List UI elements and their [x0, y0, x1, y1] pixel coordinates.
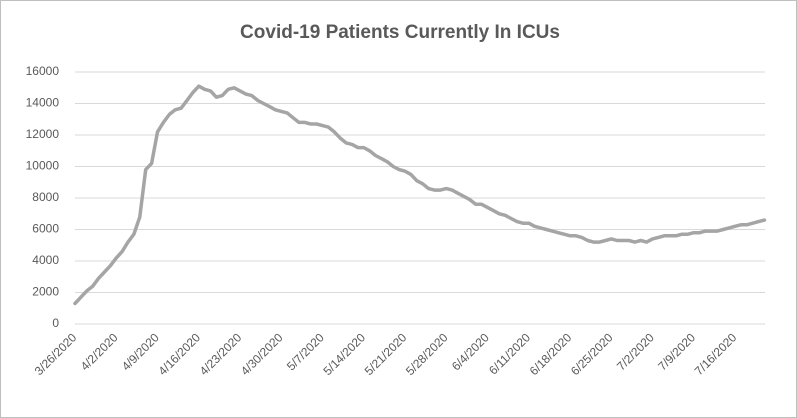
y-tick-label: 14000 — [26, 96, 60, 110]
y-tick-label: 8000 — [32, 190, 59, 204]
y-tick-label: 10000 — [26, 159, 60, 173]
y-tick-label: 12000 — [26, 127, 60, 141]
y-tick-label: 2000 — [32, 285, 59, 299]
chart-title: Covid-19 Patients Currently In ICUs — [240, 22, 560, 43]
y-tick-label: 16000 — [26, 64, 60, 78]
data-line — [73, 84, 767, 306]
y-tick-label: 0 — [52, 316, 59, 330]
y-tick-label: 6000 — [32, 222, 59, 236]
y-tick-label: 4000 — [32, 253, 59, 267]
